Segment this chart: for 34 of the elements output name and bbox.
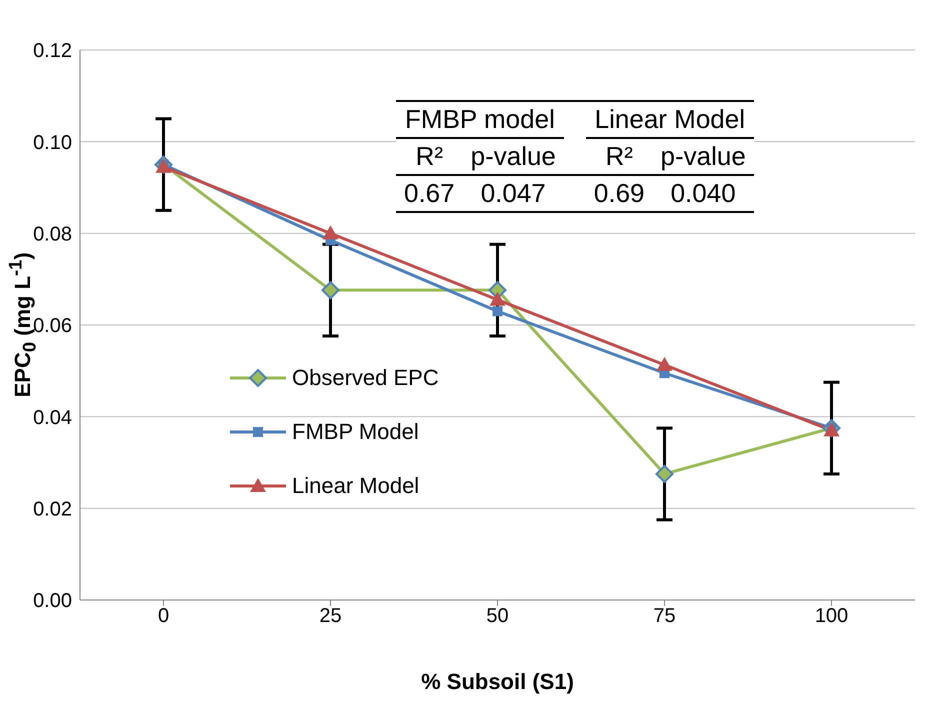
x-tick-label: 0 bbox=[158, 605, 170, 628]
point bbox=[824, 422, 840, 436]
annotation: FMBP model bbox=[396, 101, 564, 138]
point bbox=[656, 356, 672, 371]
y-tick-label: 0.08 bbox=[33, 223, 72, 246]
annotation: p-value bbox=[660, 140, 747, 173]
x-axis-title: % Subsoil (S1) bbox=[420, 669, 575, 695]
x-tick-label: 50 bbox=[486, 605, 509, 628]
y-tick-label: 0.06 bbox=[33, 315, 72, 338]
y-tick-label: 0.04 bbox=[33, 406, 72, 429]
point bbox=[322, 281, 340, 300]
x-tick-label: 100 bbox=[814, 605, 848, 628]
point bbox=[492, 306, 502, 316]
point bbox=[490, 292, 506, 306]
y-tick-label: 0.00 bbox=[33, 590, 72, 612]
y-tick-label: 0.02 bbox=[33, 498, 72, 520]
annotation: R² bbox=[414, 140, 444, 173]
annotation: R² bbox=[604, 140, 634, 173]
point bbox=[156, 158, 172, 173]
annotation: 0.040 bbox=[670, 177, 737, 210]
annotation: 0.67 bbox=[403, 177, 456, 210]
y-tick-label: 0.12 bbox=[33, 40, 72, 62]
annotation: 0.047 bbox=[480, 177, 547, 210]
legend-label: FMBP Model bbox=[292, 419, 419, 445]
y-tick-label: 0.10 bbox=[33, 132, 72, 154]
x-tick-label: 75 bbox=[653, 605, 676, 628]
legend-label: Linear Model bbox=[292, 473, 420, 499]
x-tick-label: 25 bbox=[319, 605, 342, 628]
point bbox=[322, 225, 338, 240]
annotation: p-value bbox=[470, 140, 557, 173]
annotation: Linear Model bbox=[586, 101, 754, 138]
annotation: 0.69 bbox=[592, 177, 646, 210]
legend-label: Observed EPC bbox=[292, 365, 439, 391]
point bbox=[656, 464, 674, 483]
